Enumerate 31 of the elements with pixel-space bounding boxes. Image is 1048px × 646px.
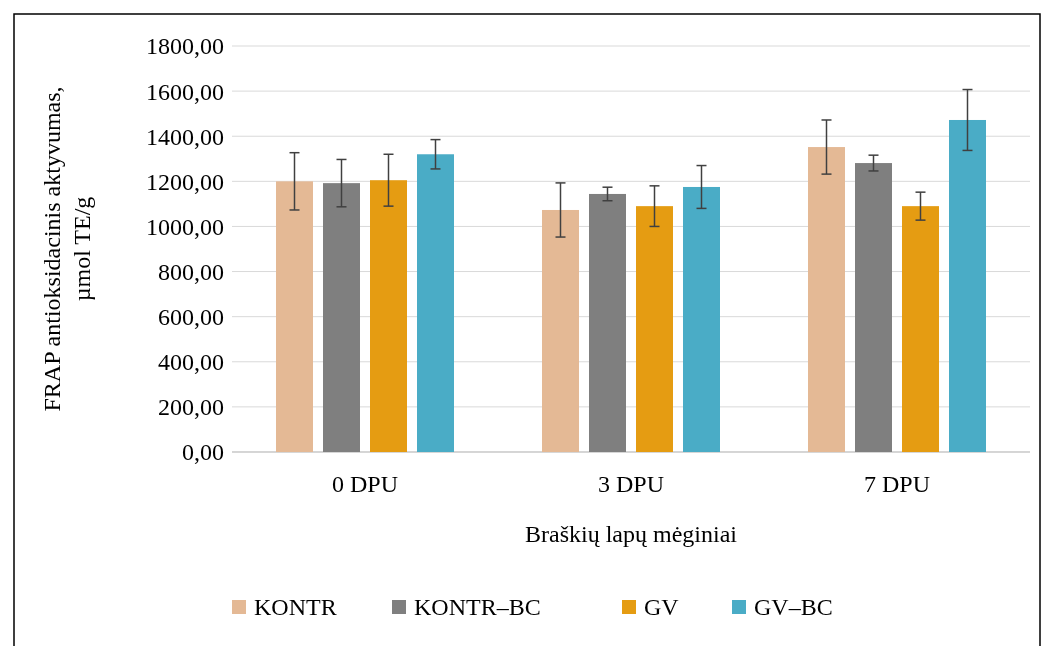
y-tick-label: 1800,00 bbox=[146, 33, 224, 60]
y-tick-label: 400,00 bbox=[158, 349, 224, 376]
bar bbox=[636, 206, 673, 452]
legend-label: KONTR–BC bbox=[414, 594, 541, 621]
bar bbox=[949, 119, 986, 452]
bar bbox=[323, 183, 360, 452]
bar bbox=[589, 193, 626, 452]
bar bbox=[902, 206, 939, 452]
x-tick-label: 3 DPU bbox=[597, 471, 665, 497]
y-tick-label: 600,00 bbox=[158, 304, 224, 331]
bar bbox=[683, 186, 720, 452]
y-tick-label: 200,00 bbox=[158, 394, 224, 421]
legend-label: GV–BC bbox=[754, 594, 833, 621]
x-axis-title: Braškių lapų mėginiai bbox=[525, 521, 738, 547]
y-tick-label: 1400,00 bbox=[146, 123, 224, 150]
bar bbox=[855, 163, 892, 452]
y-tick-label: 1200,00 bbox=[146, 168, 224, 195]
bar bbox=[542, 209, 579, 452]
y-axis-title: FRAP antioksidacinis aktyvumas, µmol TE/g bbox=[39, 86, 95, 412]
x-tick-label: 0 DPU bbox=[331, 471, 399, 497]
x-tick-label: 7 DPU bbox=[863, 471, 931, 497]
y-tick-label: 800,00 bbox=[158, 258, 224, 285]
bar bbox=[417, 154, 454, 452]
y-tick-label: 0,00 bbox=[182, 439, 224, 466]
legend-label: KONTR bbox=[254, 594, 337, 621]
legend-label: GV bbox=[644, 594, 680, 621]
y-tick-label: 1000,00 bbox=[146, 213, 224, 240]
bar bbox=[370, 180, 407, 452]
y-tick-label: 1600,00 bbox=[146, 78, 224, 105]
bar bbox=[808, 147, 845, 452]
bar bbox=[276, 181, 313, 452]
